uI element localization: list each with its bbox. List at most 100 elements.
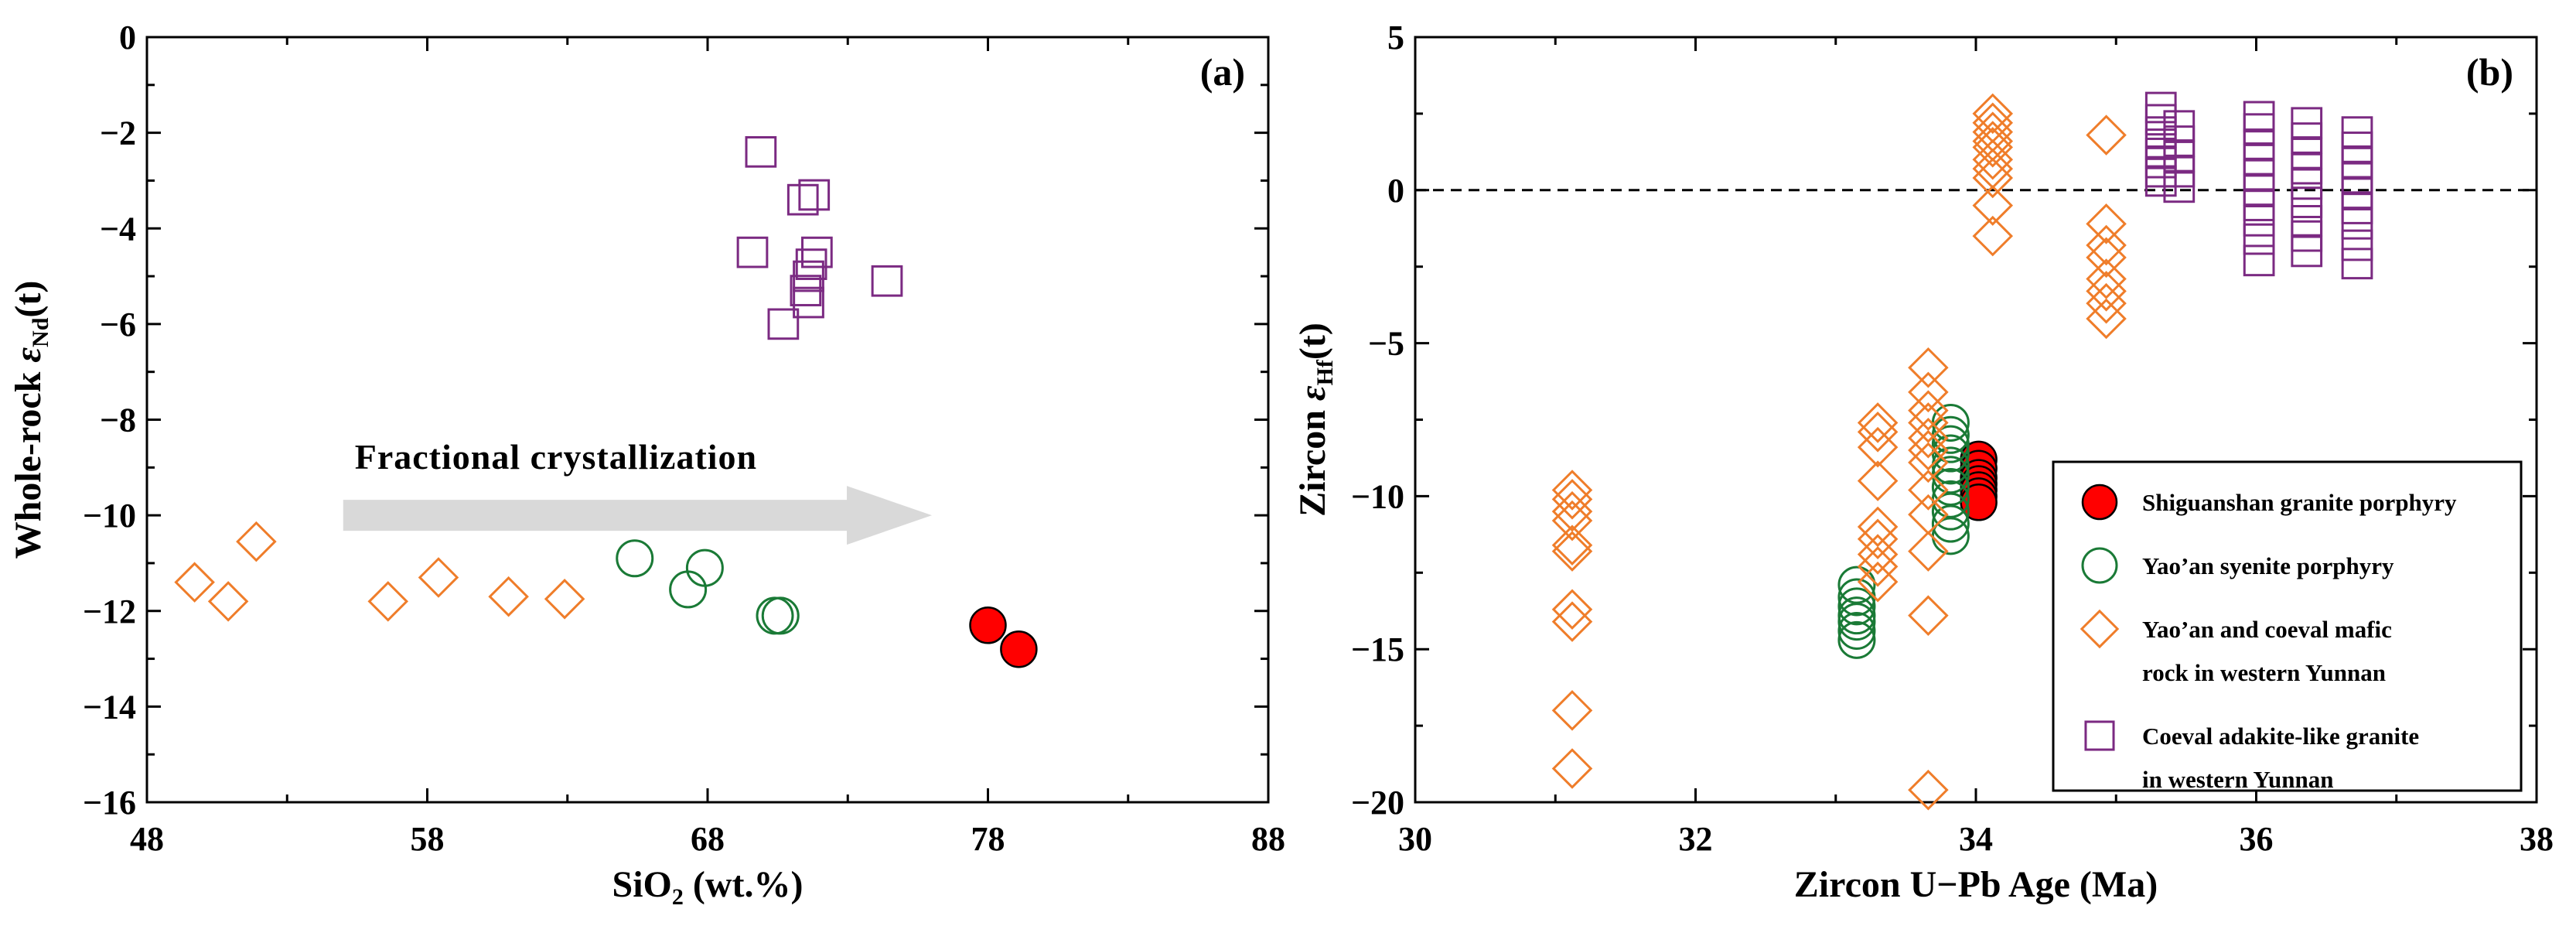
data-point bbox=[2086, 258, 2127, 299]
data-point bbox=[2341, 248, 2373, 280]
data-point bbox=[1857, 561, 1899, 603]
y-tick-label: −10 bbox=[83, 497, 136, 535]
data-point bbox=[1972, 148, 2014, 190]
x-tick-label: 88 bbox=[1251, 820, 1285, 858]
data-point bbox=[1837, 611, 1876, 650]
data-point bbox=[1837, 587, 1876, 626]
legend-label: rock in western Yunnan bbox=[2142, 659, 2386, 686]
y-tick-label: −20 bbox=[1351, 784, 1404, 822]
data-point bbox=[2086, 298, 2127, 340]
data-point bbox=[367, 581, 409, 622]
data-point bbox=[1931, 492, 1970, 531]
legend-box bbox=[2052, 460, 2523, 792]
data-point bbox=[786, 183, 819, 216]
data-point bbox=[1857, 534, 1899, 575]
data-point bbox=[1857, 518, 1899, 560]
data-point bbox=[2144, 137, 2177, 169]
data-point bbox=[418, 557, 459, 598]
panel-label: (a) bbox=[1200, 50, 1245, 94]
data-point bbox=[1972, 215, 2014, 257]
y-tick-label: −6 bbox=[100, 306, 136, 343]
y-tick-label: −4 bbox=[100, 210, 136, 248]
data-point bbox=[1837, 603, 1876, 641]
data-point bbox=[1000, 630, 1038, 668]
panel-b: 30 32 34 36 38 5 0 −5 −10 −15 −20 Zircon U−Pb Age (… bbox=[1292, 19, 2554, 905]
legend-marker bbox=[2084, 720, 2115, 751]
data-point bbox=[2341, 229, 2373, 261]
data-point bbox=[1857, 506, 1899, 548]
data-point bbox=[1972, 157, 2014, 199]
data-point bbox=[1908, 402, 1949, 443]
fractional-crystallization-arrow bbox=[343, 486, 932, 545]
data-point bbox=[488, 576, 529, 617]
data-point bbox=[790, 275, 822, 306]
x-tick-label: 78 bbox=[971, 820, 1005, 858]
legend-label: in western Yunnan bbox=[2142, 766, 2334, 793]
y-tick-label: −14 bbox=[83, 688, 136, 726]
y-tick-label: 0 bbox=[119, 19, 136, 56]
data-point bbox=[1551, 500, 1593, 542]
data-point bbox=[2163, 171, 2196, 203]
data-point bbox=[2291, 235, 2323, 268]
data-point bbox=[1908, 429, 1949, 471]
series-circle bbox=[616, 539, 800, 635]
y-axis-title: Zircon εHf(t) bbox=[1292, 323, 1338, 517]
x-axis-title: Zircon U−Pb Age (Ma) bbox=[1794, 864, 2158, 905]
data-point bbox=[544, 579, 585, 620]
series-diamond bbox=[1551, 93, 2127, 811]
data-point bbox=[1551, 601, 1593, 642]
legend-label: Shiguanshan granite porphyry bbox=[2142, 489, 2457, 516]
data-point bbox=[767, 308, 800, 340]
y-tick-label: −10 bbox=[1351, 477, 1404, 515]
data-point bbox=[2243, 101, 2275, 133]
data-point bbox=[1931, 425, 1970, 463]
data-point bbox=[745, 135, 777, 168]
legend: Shiguanshan granite porphyry Yao’an syeni… bbox=[2052, 460, 2523, 793]
annotation-text: Fractional crystallization bbox=[355, 437, 757, 477]
data-point bbox=[1857, 426, 1899, 468]
data-point bbox=[1908, 371, 1949, 413]
data-point bbox=[1931, 504, 1970, 543]
data-point bbox=[2243, 223, 2275, 255]
legend-marker bbox=[2081, 484, 2118, 521]
data-point bbox=[1551, 470, 1593, 511]
x-tick-label: 34 bbox=[1959, 820, 1993, 858]
data-point bbox=[969, 607, 1007, 644]
data-point bbox=[2291, 186, 2323, 218]
data-point bbox=[1908, 417, 1949, 459]
data-point bbox=[793, 286, 824, 319]
data-point bbox=[1857, 460, 1899, 501]
data-point bbox=[1908, 531, 1949, 572]
series-square bbox=[736, 135, 903, 340]
data-point bbox=[2086, 237, 2127, 278]
data-point bbox=[1857, 412, 1899, 453]
data-point bbox=[685, 548, 724, 587]
y-tick-label: −5 bbox=[1368, 325, 1404, 363]
data-point bbox=[1908, 470, 1949, 511]
x-tick-label: 32 bbox=[1679, 820, 1713, 858]
data-point bbox=[2243, 244, 2275, 277]
data-point bbox=[2341, 207, 2373, 240]
data-point bbox=[1837, 620, 1876, 659]
data-point bbox=[801, 236, 833, 268]
data-point bbox=[669, 570, 708, 609]
data-point bbox=[236, 521, 277, 562]
data-point bbox=[207, 581, 249, 622]
y-tick-label: −2 bbox=[100, 114, 136, 152]
legend-label: Coeval adakite-like granite bbox=[2142, 723, 2419, 750]
data-point bbox=[2291, 168, 2323, 200]
data-point bbox=[1857, 546, 1899, 587]
data-point bbox=[871, 265, 903, 297]
data-point bbox=[1551, 479, 1593, 520]
x-axis-title: SiO2 (wt.%) bbox=[612, 864, 804, 910]
legend-label: Yao’an and coeval mafic bbox=[2142, 616, 2392, 643]
x-tick-label: 48 bbox=[130, 820, 164, 858]
plot-frame bbox=[145, 36, 1270, 804]
x-tick-label: 36 bbox=[2240, 820, 2274, 858]
data-point bbox=[1908, 442, 1949, 484]
y-tick-label: 0 bbox=[1387, 172, 1404, 210]
y-tick-label: −15 bbox=[1351, 630, 1404, 668]
series-filled-circle bbox=[969, 607, 1038, 668]
y-tick-label: −8 bbox=[100, 401, 136, 439]
